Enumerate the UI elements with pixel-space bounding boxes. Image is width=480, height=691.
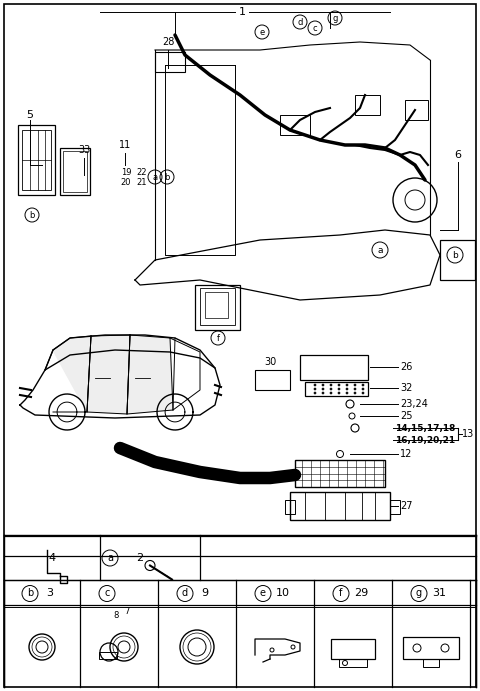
Bar bbox=[295, 460, 385, 487]
Polygon shape bbox=[53, 336, 91, 412]
Bar bbox=[405, 100, 428, 120]
Text: b: b bbox=[29, 211, 35, 220]
Circle shape bbox=[330, 392, 332, 394]
Circle shape bbox=[330, 384, 332, 386]
Text: 10: 10 bbox=[276, 589, 290, 598]
Text: 21: 21 bbox=[137, 178, 147, 187]
Text: c: c bbox=[312, 23, 317, 32]
Circle shape bbox=[346, 392, 348, 394]
Bar bbox=[155, 52, 185, 72]
Circle shape bbox=[338, 392, 340, 394]
Circle shape bbox=[322, 388, 324, 390]
Text: 29: 29 bbox=[354, 589, 368, 598]
Circle shape bbox=[314, 392, 316, 394]
Text: 19: 19 bbox=[121, 167, 131, 176]
Bar bbox=[280, 115, 310, 135]
Text: 11: 11 bbox=[119, 140, 131, 150]
Bar bbox=[355, 95, 380, 115]
Bar bbox=[255, 370, 290, 390]
Text: d: d bbox=[297, 17, 303, 26]
Circle shape bbox=[314, 384, 316, 386]
Circle shape bbox=[346, 388, 348, 390]
Text: 8: 8 bbox=[113, 611, 119, 620]
Bar bbox=[440, 240, 475, 280]
Text: 3: 3 bbox=[47, 589, 53, 598]
Text: 14,15,17,18: 14,15,17,18 bbox=[395, 424, 456, 433]
Circle shape bbox=[354, 388, 356, 390]
Bar bbox=[63, 151, 87, 192]
Circle shape bbox=[362, 384, 364, 386]
Bar bbox=[205, 292, 228, 318]
Text: e: e bbox=[260, 589, 266, 598]
Circle shape bbox=[330, 388, 332, 390]
Bar bbox=[300, 355, 368, 380]
Bar bbox=[390, 500, 400, 514]
Text: 16,19,20,21: 16,19,20,21 bbox=[395, 435, 455, 444]
Bar bbox=[200, 288, 235, 325]
Text: 22: 22 bbox=[137, 167, 147, 176]
Text: 1: 1 bbox=[239, 7, 245, 17]
Text: 13: 13 bbox=[462, 429, 474, 439]
Text: 28: 28 bbox=[162, 37, 174, 47]
Text: g: g bbox=[332, 14, 338, 23]
Text: f: f bbox=[339, 589, 343, 598]
Text: 4: 4 bbox=[48, 553, 56, 563]
Bar bbox=[195, 285, 240, 330]
Bar bbox=[331, 639, 375, 659]
Text: 12: 12 bbox=[400, 449, 412, 459]
Text: b: b bbox=[452, 251, 458, 260]
Polygon shape bbox=[127, 335, 173, 414]
Circle shape bbox=[362, 392, 364, 394]
Text: 25: 25 bbox=[400, 411, 412, 421]
Circle shape bbox=[362, 388, 364, 390]
Text: c: c bbox=[104, 589, 110, 598]
Circle shape bbox=[354, 384, 356, 386]
Text: a: a bbox=[153, 173, 157, 182]
Circle shape bbox=[314, 388, 316, 390]
Bar bbox=[60, 148, 90, 195]
Circle shape bbox=[322, 392, 324, 394]
Bar bbox=[22, 130, 51, 190]
Text: 23,24: 23,24 bbox=[400, 399, 428, 409]
Text: a: a bbox=[107, 553, 113, 563]
Text: 27: 27 bbox=[400, 501, 412, 511]
Bar bbox=[305, 382, 368, 396]
Text: 9: 9 bbox=[202, 589, 209, 598]
Polygon shape bbox=[87, 335, 130, 414]
Text: g: g bbox=[416, 589, 422, 598]
Text: d: d bbox=[182, 589, 188, 598]
Bar bbox=[18, 125, 55, 195]
Text: f: f bbox=[216, 334, 219, 343]
Bar bbox=[99, 652, 117, 659]
Bar bbox=[403, 637, 459, 659]
Text: 32: 32 bbox=[400, 383, 412, 393]
Circle shape bbox=[338, 388, 340, 390]
Bar bbox=[423, 659, 439, 667]
Text: 33: 33 bbox=[78, 145, 90, 155]
Circle shape bbox=[338, 384, 340, 386]
Text: b: b bbox=[164, 173, 170, 182]
Text: b: b bbox=[27, 589, 33, 598]
Text: e: e bbox=[259, 28, 264, 37]
Circle shape bbox=[322, 384, 324, 386]
Circle shape bbox=[354, 392, 356, 394]
Text: 6: 6 bbox=[455, 150, 461, 160]
Text: 7: 7 bbox=[124, 607, 130, 616]
Text: 31: 31 bbox=[432, 589, 446, 598]
Bar bbox=[290, 492, 390, 520]
Text: 2: 2 bbox=[136, 553, 144, 563]
Circle shape bbox=[346, 384, 348, 386]
Text: 30: 30 bbox=[264, 357, 276, 367]
Text: 5: 5 bbox=[26, 110, 34, 120]
Text: 26: 26 bbox=[400, 362, 412, 372]
Bar bbox=[339, 659, 367, 667]
Text: 20: 20 bbox=[121, 178, 131, 187]
Bar bbox=[285, 500, 295, 514]
Text: a: a bbox=[377, 245, 383, 254]
